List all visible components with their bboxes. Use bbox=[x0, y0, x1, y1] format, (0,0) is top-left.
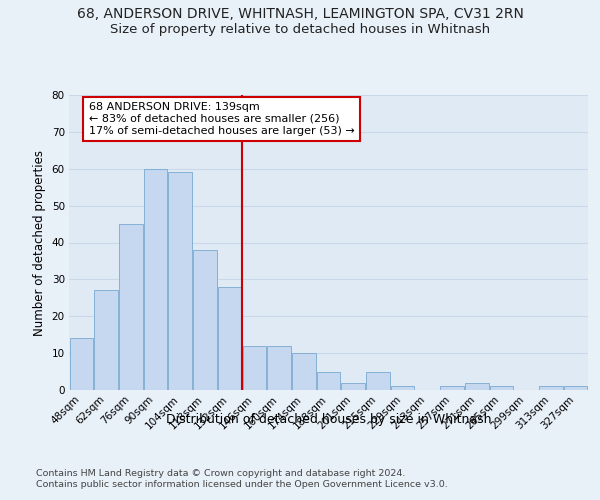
Text: Size of property relative to detached houses in Whitnash: Size of property relative to detached ho… bbox=[110, 22, 490, 36]
Bar bbox=[317, 372, 340, 390]
Bar bbox=[268, 346, 291, 390]
Bar bbox=[391, 386, 415, 390]
Bar bbox=[218, 287, 241, 390]
Y-axis label: Number of detached properties: Number of detached properties bbox=[33, 150, 46, 336]
Bar bbox=[119, 224, 143, 390]
Bar bbox=[193, 250, 217, 390]
Bar bbox=[564, 386, 587, 390]
Bar bbox=[144, 169, 167, 390]
Bar bbox=[242, 346, 266, 390]
Bar bbox=[490, 386, 513, 390]
Bar bbox=[366, 372, 389, 390]
Text: Contains HM Land Registry data © Crown copyright and database right 2024.: Contains HM Land Registry data © Crown c… bbox=[36, 468, 406, 477]
Bar bbox=[70, 338, 93, 390]
Text: 68, ANDERSON DRIVE, WHITNASH, LEAMINGTON SPA, CV31 2RN: 68, ANDERSON DRIVE, WHITNASH, LEAMINGTON… bbox=[77, 8, 523, 22]
Text: Distribution of detached houses by size in Whitnash: Distribution of detached houses by size … bbox=[166, 412, 491, 426]
Bar bbox=[341, 382, 365, 390]
Text: Contains public sector information licensed under the Open Government Licence v3: Contains public sector information licen… bbox=[36, 480, 448, 489]
Bar bbox=[465, 382, 488, 390]
Text: 68 ANDERSON DRIVE: 139sqm
← 83% of detached houses are smaller (256)
17% of semi: 68 ANDERSON DRIVE: 139sqm ← 83% of detac… bbox=[89, 102, 355, 136]
Bar bbox=[539, 386, 563, 390]
Bar bbox=[292, 353, 316, 390]
Bar bbox=[169, 172, 192, 390]
Bar bbox=[94, 290, 118, 390]
Bar bbox=[440, 386, 464, 390]
